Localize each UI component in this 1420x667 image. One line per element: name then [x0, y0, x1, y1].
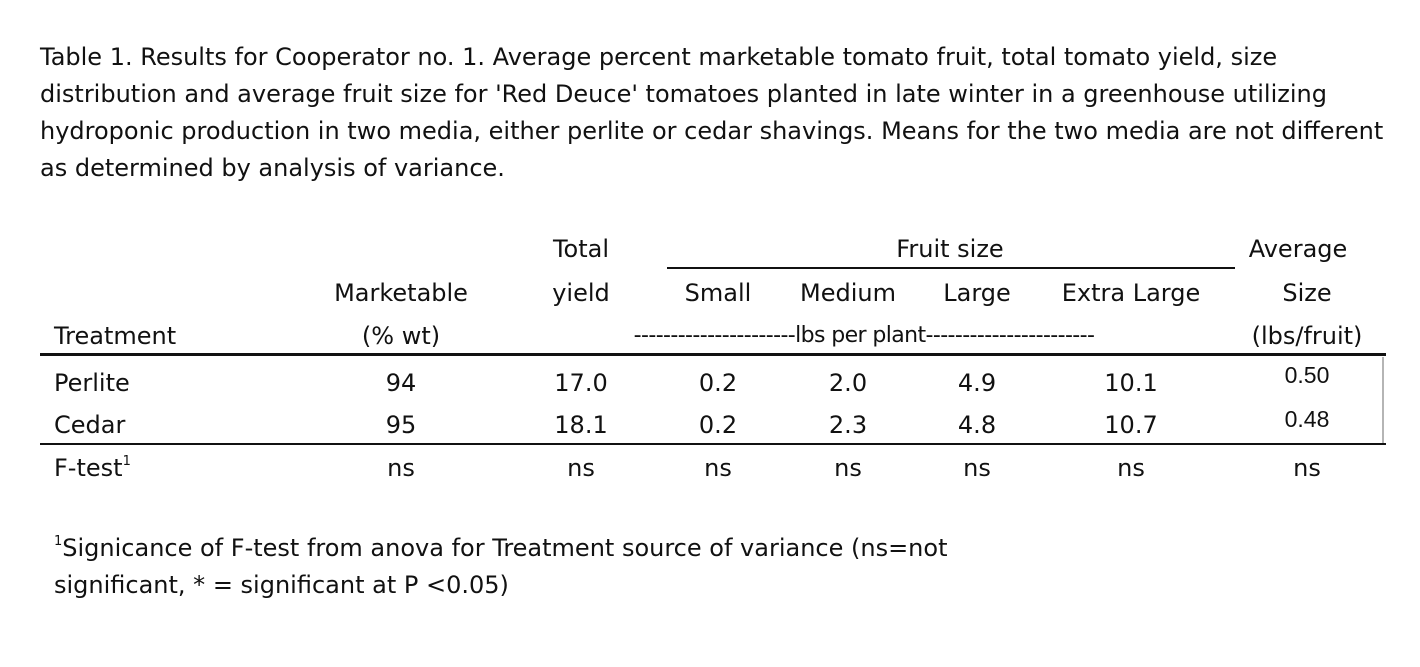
header-average: Average — [1248, 235, 1348, 263]
header-yield: yield — [552, 279, 610, 307]
row-perlite-extra-large: 10.1 — [1104, 369, 1158, 397]
footnote-mark: 1 — [54, 534, 63, 549]
row-cedar-small: 0.2 — [698, 411, 738, 439]
ftest-small: ns — [704, 454, 732, 482]
header-extra-large: Extra Large — [1061, 279, 1201, 307]
row-perlite-avg-size: 0.50 — [1284, 362, 1330, 388]
ftest-yield: ns — [567, 454, 595, 482]
ftest-extra-large: ns — [1117, 454, 1145, 482]
header-marketable: Marketable — [334, 279, 468, 307]
row-perlite-large: 4.9 — [957, 369, 997, 397]
body-bottom-rule — [40, 443, 1386, 445]
ftest-medium: ns — [834, 454, 862, 482]
row-cedar-yield: 18.1 — [554, 411, 608, 439]
header-lbs-per-plant: ----------------------lbs per plant-----… — [633, 323, 1095, 348]
header-size: Size — [1282, 279, 1332, 307]
ftest-marketable: ns — [387, 454, 415, 482]
header-large: Large — [943, 279, 1011, 307]
footnote-line-1: Signicance of F-test from anova for Trea… — [62, 534, 948, 562]
row-cedar-avg-size: 0.48 — [1284, 406, 1330, 432]
row-perlite-marketable: 94 — [385, 369, 417, 397]
header-marketable-unit: (% wt) — [361, 322, 441, 350]
ftest-footnote-mark: 1 — [122, 454, 131, 469]
avg-size-cell-border — [1382, 357, 1384, 443]
header-bottom-rule — [40, 353, 1386, 356]
header-medium: Medium — [800, 279, 896, 307]
header-fruit-size: Fruit size — [896, 235, 1004, 263]
ftest-label: F-test1 — [54, 454, 131, 482]
header-treatment: Treatment — [54, 322, 177, 350]
row-perlite-yield: 17.0 — [554, 369, 608, 397]
footnote-line-2: significant, * = significant at P <0.05) — [54, 571, 509, 599]
row-perlite-treatment: Perlite — [54, 369, 130, 397]
header-total: Total — [552, 235, 610, 263]
row-cedar-large: 4.8 — [957, 411, 997, 439]
row-cedar-marketable: 95 — [385, 411, 417, 439]
row-cedar-medium: 2.3 — [828, 411, 868, 439]
ftest-large: ns — [963, 454, 991, 482]
table-caption: Table 1. Results for Cooperator no. 1. A… — [40, 43, 1384, 182]
row-cedar-extra-large: 10.7 — [1104, 411, 1158, 439]
row-perlite-small: 0.2 — [698, 369, 738, 397]
ftest-avg-size: ns — [1293, 454, 1321, 482]
table-footnote: 1Signicance of F-test from anova for Tre… — [54, 530, 1054, 604]
header-small: Small — [684, 279, 752, 307]
row-cedar-treatment: Cedar — [54, 411, 126, 439]
header-size-unit: (lbs/fruit) — [1251, 322, 1363, 350]
row-perlite-medium: 2.0 — [828, 369, 868, 397]
fruit-size-span-rule — [667, 267, 1235, 269]
